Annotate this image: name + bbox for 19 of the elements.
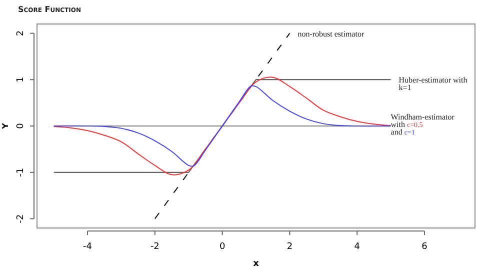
y-tick-label: 1 bbox=[16, 76, 26, 83]
x-tick-label: 0 bbox=[219, 242, 226, 252]
y-tick-label: 0 bbox=[16, 122, 26, 129]
x-tick-label: 2 bbox=[286, 242, 293, 252]
x-tick-label: 4 bbox=[354, 242, 360, 252]
series-label: Huber-estimator with k=1 bbox=[398, 76, 468, 92]
series-label: non-robust estimator bbox=[298, 29, 364, 38]
annotation: and bbox=[390, 128, 404, 137]
y-tick-label: -1 bbox=[16, 168, 26, 177]
chart-title: Score Function bbox=[18, 5, 81, 14]
x-tick-label: 6 bbox=[422, 242, 428, 252]
x-axis-title: x bbox=[253, 259, 260, 269]
y-tick-label: 2 bbox=[16, 30, 26, 36]
annotation: Windham-estimator bbox=[390, 112, 455, 122]
y-tick-label: -2 bbox=[16, 214, 26, 224]
x-tick-label: -2 bbox=[150, 242, 160, 252]
x-tick-label: -4 bbox=[83, 242, 92, 252]
y-axis-title: Y bbox=[1, 122, 10, 130]
annotation: with bbox=[390, 120, 408, 130]
